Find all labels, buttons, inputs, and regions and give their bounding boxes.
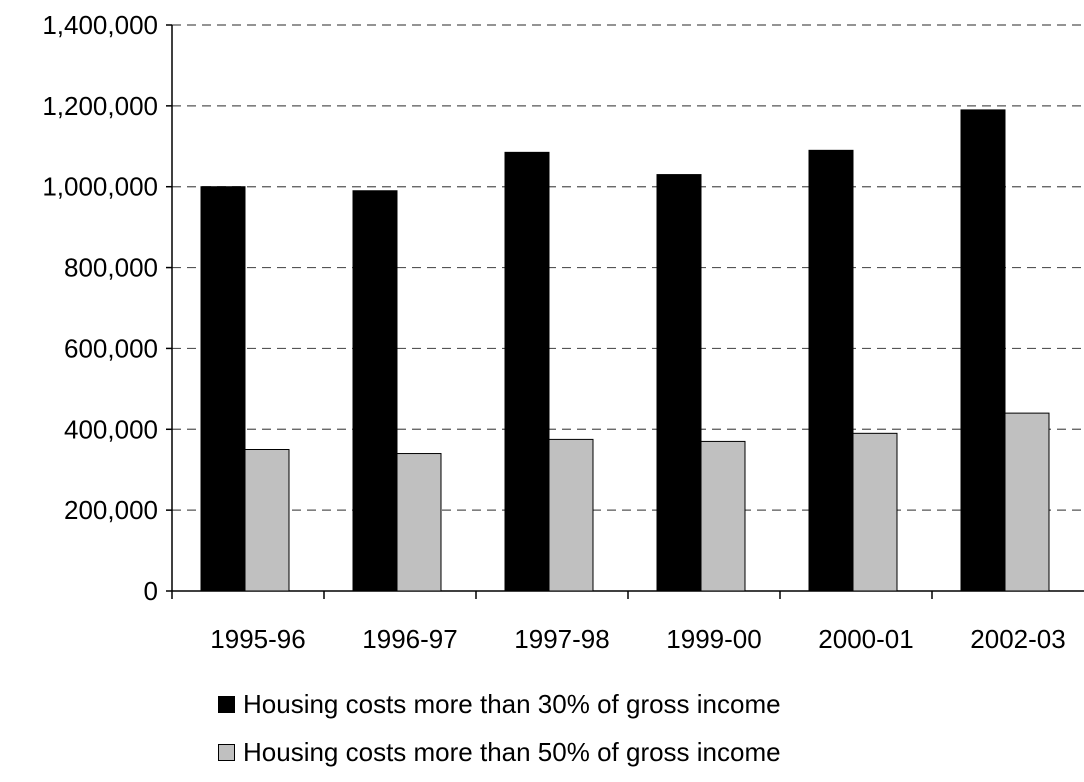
legend-item-30-percent: Housing costs more than 30% of gross inc… bbox=[218, 686, 781, 722]
bar-50-percent bbox=[852, 432, 898, 592]
legend-swatch-50-percent bbox=[218, 743, 235, 761]
y-tick-label: 200,000 bbox=[64, 495, 158, 525]
x-tick-label: 1996-97 bbox=[362, 624, 457, 654]
bar-30-percent bbox=[352, 190, 398, 592]
x-tick-label: 2002-03 bbox=[970, 624, 1065, 654]
bar-50-percent bbox=[244, 449, 290, 592]
bar-50-percent bbox=[548, 438, 594, 592]
bar-30-percent bbox=[504, 151, 550, 592]
bar-30-percent bbox=[960, 109, 1006, 592]
y-tick-label: 1,000,000 bbox=[42, 172, 158, 202]
bar-30-percent bbox=[200, 186, 246, 592]
legend-item-50-percent: Housing costs more than 50% of gross inc… bbox=[218, 734, 781, 770]
y-tick-label: 0 bbox=[144, 576, 158, 606]
legend-label-30-percent: Housing costs more than 30% of gross inc… bbox=[243, 688, 781, 719]
bar-50-percent bbox=[396, 453, 442, 592]
y-tick-label: 1,400,000 bbox=[42, 10, 158, 40]
y-tick-label: 1,200,000 bbox=[42, 91, 158, 121]
bar-30-percent bbox=[808, 149, 854, 592]
legend-label-50-percent: Housing costs more than 50% of gross inc… bbox=[243, 736, 781, 767]
legend-swatch-30-percent bbox=[218, 695, 235, 713]
bar-50-percent bbox=[1004, 412, 1050, 592]
bar-30-percent bbox=[656, 174, 702, 592]
legend: Housing costs more than 30% of gross inc… bbox=[218, 686, 781, 782]
y-tick-label: 800,000 bbox=[64, 253, 158, 283]
y-tick-label: 600,000 bbox=[64, 333, 158, 363]
x-tick-label: 1995-96 bbox=[210, 624, 305, 654]
bar-chart: 0 200,000 400,000 600,000 800,000 1,000,000 1,… bbox=[42, 10, 1084, 654]
y-tick-label: 400,000 bbox=[64, 414, 158, 444]
x-tick-label: 2000-01 bbox=[818, 624, 913, 654]
x-tick-label: 1999-00 bbox=[666, 624, 761, 654]
bar-50-percent bbox=[700, 440, 746, 592]
x-tick-label: 1997-98 bbox=[514, 624, 609, 654]
